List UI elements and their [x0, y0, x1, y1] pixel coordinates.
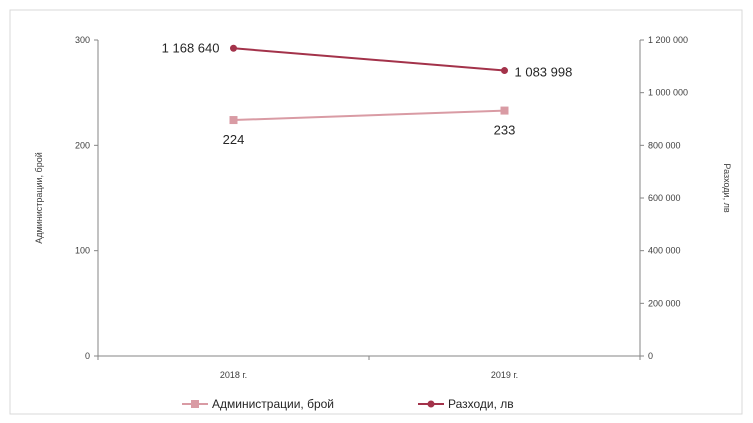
x-tick-label: 2019 г.: [491, 370, 518, 380]
right-tick-label: 1 200 000: [648, 35, 688, 45]
right-tick-label: 200 000: [648, 298, 681, 308]
right-tick-label: 600 000: [648, 193, 681, 203]
right-tick-label: 400 000: [648, 246, 681, 256]
legend-marker: [427, 400, 435, 408]
left-tick-label: 100: [75, 246, 90, 256]
left-tick-label: 300: [75, 35, 90, 45]
right-tick-label: 0: [648, 351, 653, 361]
data-point: [230, 44, 237, 52]
legend-marker: [191, 400, 199, 408]
legend-label: Администрации, брой: [212, 397, 334, 411]
right-tick-label: 800 000: [648, 140, 681, 150]
right-tick-label: 1 000 000: [648, 88, 688, 98]
left-axis-title: Администрации, брой: [34, 152, 44, 244]
data-point: [229, 116, 238, 125]
data-label: 233: [494, 123, 516, 138]
data-label: 224: [223, 132, 245, 147]
axis-titles: Администрации, брой Разходи, лв: [34, 152, 732, 244]
series-line-0: [233, 109, 505, 122]
left-tick-label: 200: [75, 140, 90, 150]
data-point: [501, 67, 508, 75]
data-point: [500, 106, 509, 115]
legend: Администрации, брой Разходи, лв: [182, 397, 514, 411]
chart-frame: [9, 9, 743, 415]
series-lines: [229, 44, 509, 125]
data-labels: 224 233 1 168 640 1 083 998: [162, 40, 573, 147]
data-label: 1 168 640: [162, 40, 220, 55]
series-line-1: [233, 47, 505, 72]
legend-label: Разходи, лв: [448, 397, 514, 411]
right-axis-title: Разходи, лв: [722, 163, 732, 212]
data-label: 1 083 998: [515, 65, 573, 80]
ticks: 0 100 200 300 0 200 000 400 000 600 000 800 000 1…: [75, 35, 688, 380]
x-tick-label: 2018 г.: [220, 370, 247, 380]
left-tick-label: 0: [85, 351, 90, 361]
